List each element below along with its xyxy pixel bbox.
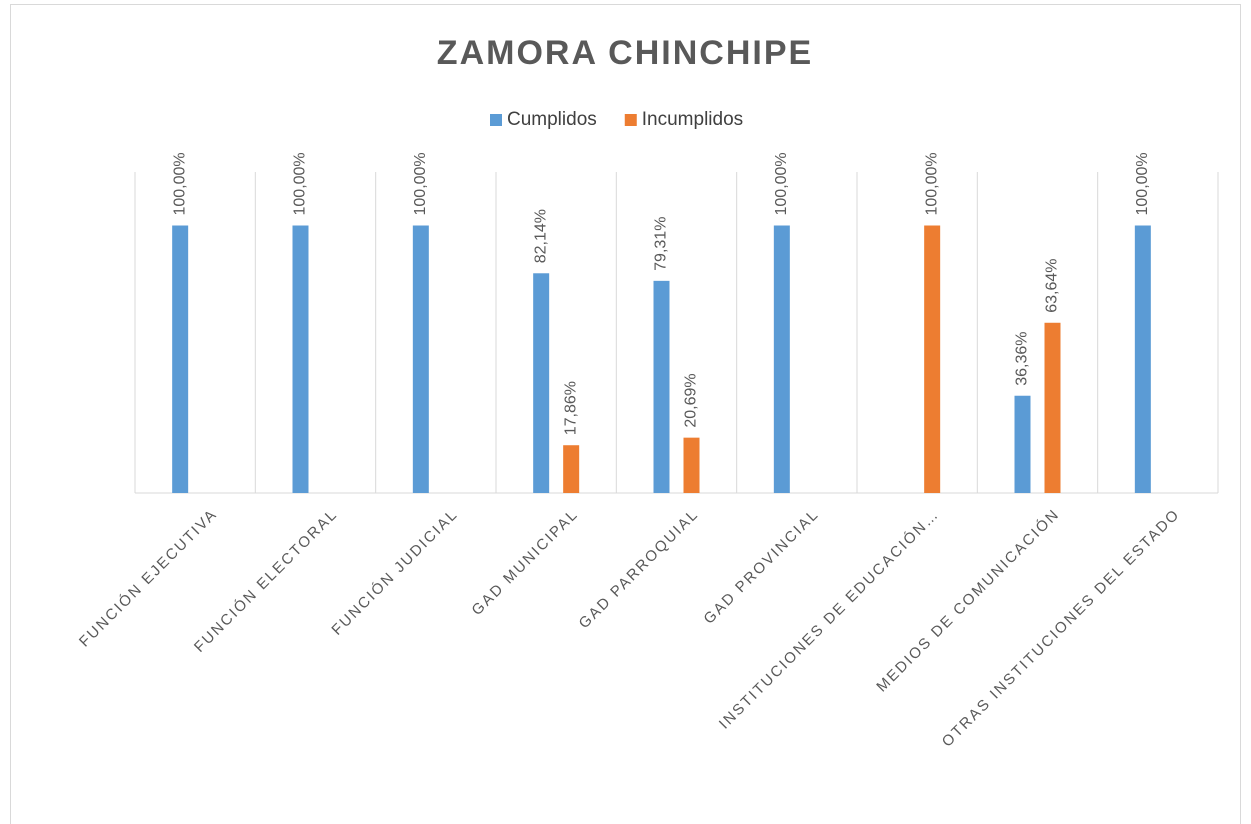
bar bbox=[172, 225, 189, 493]
bar bbox=[773, 225, 790, 493]
bar bbox=[412, 225, 429, 493]
data-label: 100,00% bbox=[773, 152, 790, 215]
bar bbox=[1014, 395, 1031, 493]
bar bbox=[1044, 322, 1061, 493]
data-label: 100,00% bbox=[292, 152, 309, 215]
bar bbox=[292, 225, 309, 493]
data-label: 17,86% bbox=[562, 381, 579, 435]
bar bbox=[563, 445, 580, 493]
chart-border bbox=[10, 4, 1241, 824]
legend-swatch bbox=[624, 114, 637, 126]
data-label: 100,00% bbox=[412, 152, 429, 215]
bar bbox=[924, 225, 941, 493]
data-label: 79,31% bbox=[653, 217, 670, 271]
bar bbox=[683, 437, 700, 493]
legend-swatch bbox=[490, 114, 502, 126]
data-label: 82,14% bbox=[532, 209, 549, 263]
bar bbox=[1134, 225, 1151, 493]
legend-label: Incumplidos bbox=[642, 109, 743, 130]
legend-label: Cumplidos bbox=[507, 109, 597, 130]
data-label: 63,64% bbox=[1044, 258, 1061, 312]
bar bbox=[533, 273, 550, 493]
data-label: 100,00% bbox=[1134, 152, 1151, 215]
data-label: 100,00% bbox=[923, 152, 940, 215]
data-label: 100,00% bbox=[171, 152, 188, 215]
bar bbox=[653, 280, 670, 493]
data-label: 36,36% bbox=[1014, 331, 1031, 385]
data-label: 20,69% bbox=[683, 373, 700, 427]
chart-title: ZAMORA CHINCHIPE bbox=[437, 34, 813, 72]
